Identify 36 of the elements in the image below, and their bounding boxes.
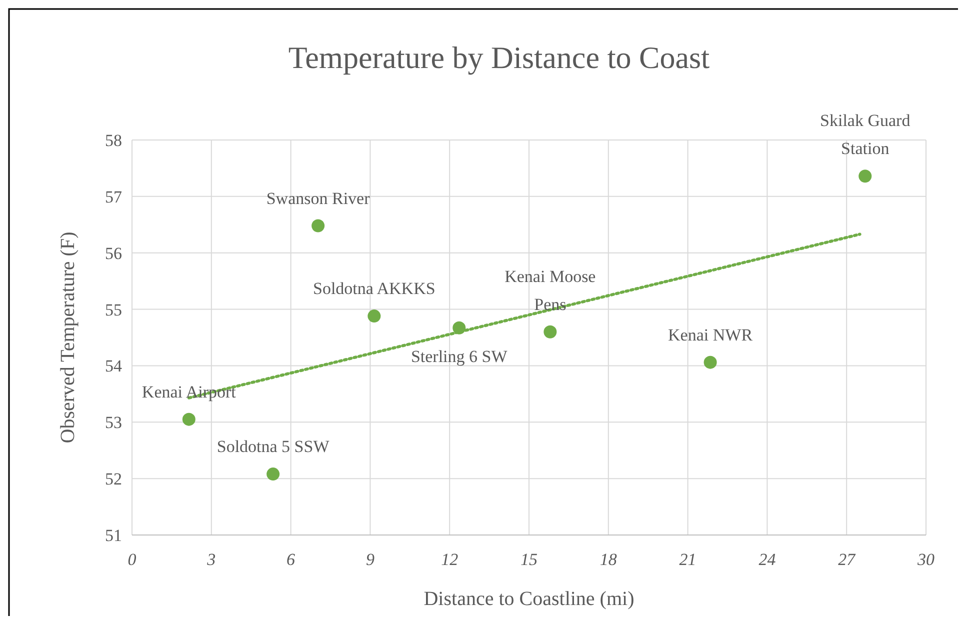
y-tick-label: 53 [105,413,122,432]
x-tick-label: 18 [600,550,618,569]
y-tick-label: 56 [105,244,122,263]
y-tick-label: 52 [105,470,122,489]
x-tick-label: 24 [758,550,776,569]
point [266,468,280,481]
annotation: Swanson River [266,188,370,208]
chart-title: Temperature by Distance to Coast [288,40,710,75]
annotation: Kenai Moose Pens [504,266,596,314]
annotation: Sterling 6 SW [410,346,508,366]
point [182,412,196,426]
annotation: Soldotna AKKKS [313,279,436,298]
annotation: Skilak Guard Station [820,111,911,158]
point [312,219,325,232]
y-tick-label: 57 [105,187,122,206]
annotation: Soldotna 5 SSW [216,437,330,456]
x-tick-label: 30 [916,550,935,569]
y-axis-title: Observed Temperature (F) [57,232,79,444]
point [544,325,557,338]
y-tick-label: 58 [105,131,122,150]
x-tick-label: 3 [206,550,216,569]
x-tick-label: 6 [286,550,296,569]
x-tick-label: 9 [366,550,375,569]
x-tick-label: 12 [441,550,459,569]
point [858,170,872,183]
y-tick-label: 55 [105,300,122,320]
point [368,310,381,323]
x-tick-label: 0 [128,550,137,569]
x-axis-title: Distance to Coastline (mi) [424,588,634,610]
x-tick-label: 21 [679,550,696,569]
x-tick-label: 15 [520,550,538,569]
y-tick-label: 51 [105,526,122,545]
point [704,356,717,369]
x-tick-label: 27 [838,550,857,569]
annotation: Kenai NWR [668,325,754,344]
y-tick-label: 54 [105,356,122,376]
